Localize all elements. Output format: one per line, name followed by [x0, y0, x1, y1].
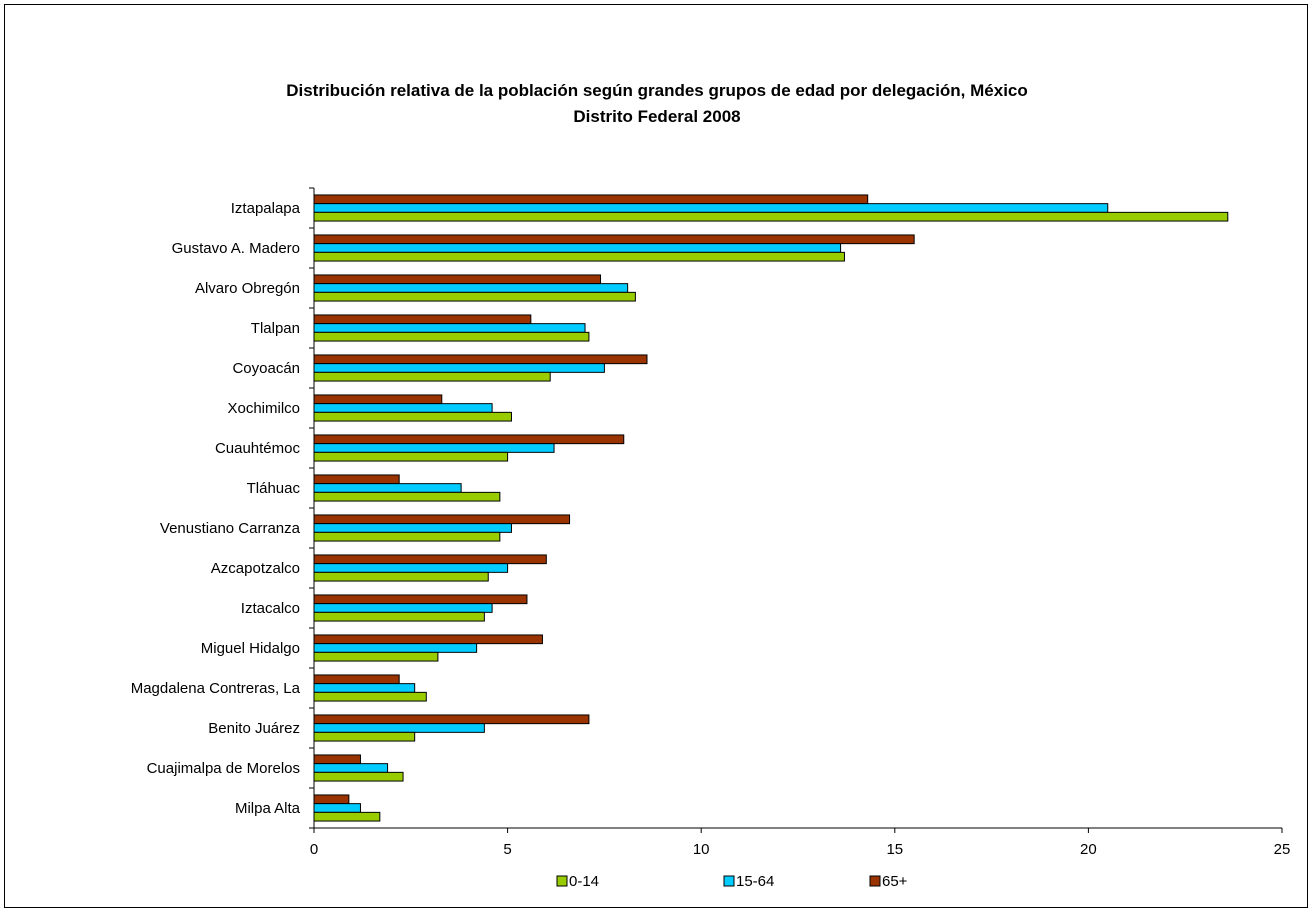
bar-65+-6 — [313, 394, 443, 405]
category-label: Miguel Hidalgo — [201, 640, 300, 657]
bar-15-64-8 — [313, 483, 462, 493]
legend-swatch-65+ — [869, 875, 881, 887]
chart-title-line-2: Distrito Federal 2008 — [573, 107, 741, 126]
chart-frame — [4, 4, 1308, 908]
bar-65+-5 — [313, 354, 648, 365]
bar-65+-2 — [313, 234, 915, 245]
category-label: Milpa Alta — [235, 800, 301, 817]
bar-15-64-10 — [313, 563, 509, 573]
bar-0-14-8 — [313, 491, 501, 502]
bar-65+-1 — [313, 194, 869, 205]
bar-15-64-7 — [313, 443, 555, 453]
bar-15-64-13 — [313, 683, 416, 693]
category-label: Benito Juárez — [208, 720, 300, 737]
bar-15-64-5 — [313, 363, 605, 373]
bar-15-64-4 — [313, 323, 586, 333]
bar-0-14-4 — [313, 331, 590, 342]
bar-15-64-11 — [313, 603, 493, 613]
bar-0-14-2 — [313, 251, 845, 262]
bar-65+-16 — [313, 794, 350, 805]
x-tick-label: 25 — [1274, 841, 1291, 858]
bar-65+-13 — [313, 674, 400, 685]
bar-65+-14 — [313, 714, 590, 725]
category-label: Tláhuac — [247, 480, 301, 497]
bar-65+-3 — [313, 274, 602, 285]
plot-area: Iztapalapa Gustavo A. Madero Alvaro Obregó… — [131, 187, 1291, 858]
category-label: Gustavo A. Madero — [172, 240, 300, 257]
legend-swatch-0-14 — [556, 875, 568, 887]
bar-0-14-13 — [313, 691, 427, 702]
bar-15-64-3 — [313, 283, 629, 293]
chart-title: Distribución relativa de la población se… — [0, 78, 1314, 130]
category-label: Tlalpan — [251, 320, 300, 337]
bar-15-64-1 — [313, 203, 1109, 213]
bar-0-14-12 — [313, 651, 439, 662]
x-tick-label: 15 — [886, 841, 903, 858]
bar-65+-8 — [313, 474, 400, 485]
bar-0-14-3 — [313, 291, 636, 302]
category-label: Coyoacán — [232, 360, 300, 377]
bar-65+-7 — [313, 434, 625, 445]
bar-0-14-15 — [313, 771, 404, 782]
category-label: Iztacalco — [241, 600, 300, 617]
legend-label-65+: 65+ — [882, 873, 908, 890]
legend-label-0-14: 0-14 — [569, 873, 599, 890]
bar-0-14-11 — [313, 611, 485, 622]
category-label: Venustiano Carranza — [160, 520, 301, 537]
category-label: Iztapalapa — [231, 200, 301, 217]
bar-15-64-9 — [313, 523, 512, 533]
category-label: Alvaro Obregón — [195, 280, 300, 297]
category-label: Cuauhtémoc — [215, 440, 301, 457]
bar-0-14-6 — [313, 411, 512, 422]
bar-65+-11 — [313, 594, 528, 605]
bar-65+-15 — [313, 754, 361, 765]
x-tick-label: 20 — [1080, 841, 1097, 858]
x-tick-label: 0 — [310, 841, 318, 858]
bar-0-14-10 — [313, 571, 489, 582]
bar-15-64-16 — [313, 803, 361, 813]
category-label: Magdalena Contreras, La — [131, 680, 301, 697]
bar-0-14-5 — [313, 371, 551, 382]
bar-65+-12 — [313, 634, 543, 645]
x-tick-label: 10 — [693, 841, 710, 858]
chart-title-line-1: Distribución relativa de la población se… — [286, 81, 1028, 100]
legend: 0-14 15-64 65+ — [556, 873, 908, 890]
bar-0-14-14 — [313, 731, 416, 742]
bar-15-64-14 — [313, 723, 485, 733]
bar-15-64-12 — [313, 643, 478, 653]
bar-65+-4 — [313, 314, 532, 325]
bar-65+-10 — [313, 554, 547, 565]
bar-15-64-2 — [313, 243, 842, 253]
category-label: Xochimilco — [227, 400, 300, 417]
bar-0-14-1 — [313, 211, 1229, 222]
bar-15-64-6 — [313, 403, 493, 413]
legend-swatch-15-64 — [723, 875, 735, 887]
bar-65+-9 — [313, 514, 571, 525]
x-tick-label: 5 — [503, 841, 511, 858]
bar-0-14-7 — [313, 451, 509, 462]
bar-15-64-15 — [313, 763, 389, 773]
bar-0-14-9 — [313, 531, 501, 542]
bar-0-14-16 — [313, 811, 381, 822]
category-label: Azcapotzalco — [211, 560, 300, 577]
legend-label-15-64: 15-64 — [736, 873, 774, 890]
category-label: Cuajimalpa de Morelos — [147, 760, 300, 777]
